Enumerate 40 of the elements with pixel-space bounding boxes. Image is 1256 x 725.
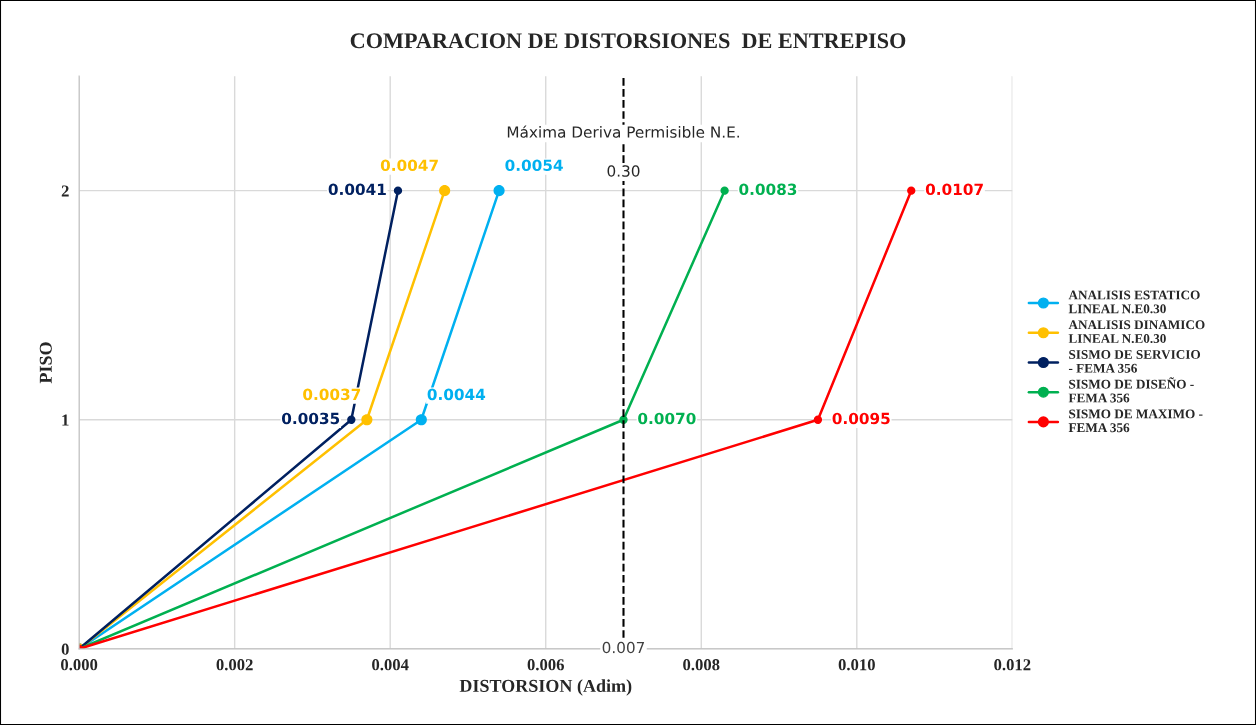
point bbox=[393, 186, 403, 195]
annotation: 0.0035 bbox=[281, 412, 340, 425]
annotation: 0.0041 bbox=[328, 183, 386, 196]
legend-label: ANALISIS ESTATICO LINEAL N.E0.30 bbox=[1068, 290, 1200, 314]
legend-label: ANALISIS DINAMICO LINEAL N.E0.30 bbox=[1068, 320, 1205, 344]
y-tick-label: 0 bbox=[61, 643, 69, 655]
point bbox=[415, 414, 427, 426]
x-tick-label: 0.012 bbox=[994, 659, 1031, 671]
annotation: 0.0054 bbox=[505, 159, 563, 172]
x-tick-label: 0.002 bbox=[216, 659, 253, 671]
y-tick-label: 2 bbox=[61, 185, 69, 197]
chart-title: COMPARACION DE DISTORSIONES DE ENTREPISO bbox=[350, 33, 906, 49]
point bbox=[720, 186, 729, 195]
x-axis-title: DISTORSION (Adim) bbox=[459, 679, 632, 696]
annotation: Máxima Deriva Permisible N.E. bbox=[507, 125, 739, 138]
point bbox=[439, 185, 451, 197]
y-tick-label: 1 bbox=[62, 414, 69, 426]
x-tick-label: 0.004 bbox=[372, 659, 409, 671]
annotation: 0.0047 bbox=[380, 159, 438, 172]
x-tick-label: 0.006 bbox=[527, 659, 564, 671]
annotation: 0.0095 bbox=[832, 412, 890, 425]
point bbox=[347, 415, 356, 424]
legend-label: SISMO DE SERVICIO - FEMA 356 bbox=[1068, 350, 1201, 373]
legend-label: SISMO DE MAXIMO - FEMA 356 bbox=[1068, 409, 1203, 433]
legend-label: SISMO DE DISEÑO - FEMA 356 bbox=[1068, 377, 1194, 403]
point bbox=[813, 415, 823, 424]
ref-line-label: 0.007 bbox=[602, 641, 645, 654]
annotation: 0.0037 bbox=[303, 388, 361, 401]
annotation: 0.30 bbox=[607, 165, 640, 177]
point bbox=[361, 414, 373, 426]
point bbox=[907, 186, 916, 195]
annotation: 0.0107 bbox=[925, 183, 983, 196]
y-axis-title: PISO bbox=[39, 342, 52, 384]
x-tick-label: 0.008 bbox=[683, 659, 720, 671]
annotation: 0.0044 bbox=[427, 388, 486, 401]
annotation: 0.0070 bbox=[638, 412, 696, 425]
annotation: 0.0083 bbox=[739, 183, 797, 196]
x-tick-label: 0.010 bbox=[838, 659, 875, 671]
point bbox=[493, 185, 505, 197]
x-tick-label: 0.000 bbox=[61, 659, 98, 671]
